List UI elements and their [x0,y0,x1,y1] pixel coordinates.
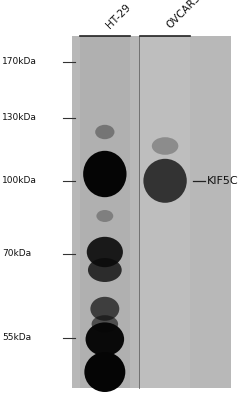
Text: 100kDa: 100kDa [2,176,37,185]
Bar [72,36,231,388]
Ellipse shape [96,210,113,222]
Bar [80,36,130,388]
Ellipse shape [92,315,118,333]
Ellipse shape [88,258,122,282]
Ellipse shape [152,137,178,155]
Ellipse shape [84,352,125,392]
Text: KIF5C: KIF5C [207,176,239,186]
Text: 55kDa: 55kDa [2,334,32,342]
Ellipse shape [86,322,124,356]
Text: OVCAR3: OVCAR3 [165,0,203,30]
Text: 70kDa: 70kDa [2,250,32,258]
Bar [140,36,190,388]
Ellipse shape [95,125,114,139]
Ellipse shape [83,151,127,197]
Text: HT-29: HT-29 [105,2,133,30]
Ellipse shape [90,297,119,321]
Ellipse shape [143,159,187,203]
Text: 130kDa: 130kDa [2,114,37,122]
Text: 170kDa: 170kDa [2,58,37,66]
Ellipse shape [87,237,123,267]
